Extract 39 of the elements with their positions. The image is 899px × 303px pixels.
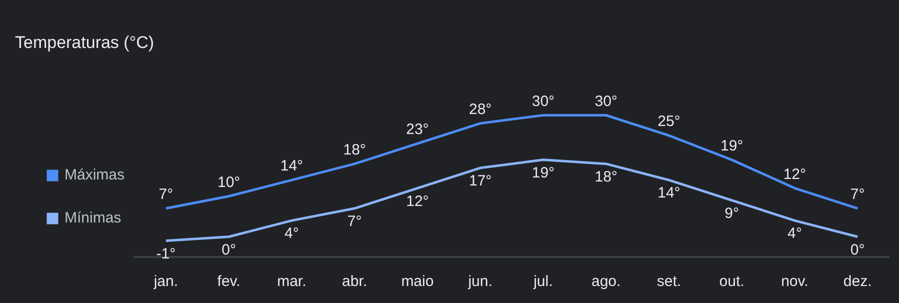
x-tick-label: dez. — [843, 273, 872, 290]
data-label: 7° — [850, 186, 865, 204]
x-tick-label: jul. — [532, 273, 553, 290]
data-label: 23° — [406, 121, 429, 138]
data-label: 12° — [406, 192, 429, 210]
x-tick-label: jan. — [152, 273, 178, 290]
data-label: 17° — [468, 172, 492, 190]
data-label: 0° — [850, 241, 865, 258]
data-label: 9° — [724, 204, 739, 222]
data-label: 30° — [594, 92, 618, 110]
data-label: -1° — [156, 245, 176, 262]
data-label: 30° — [532, 92, 555, 110]
data-label: 7° — [158, 186, 174, 204]
data-label: 18° — [343, 141, 366, 158]
x-tick-label: fev. — [217, 273, 240, 290]
data-label: 14° — [280, 158, 304, 175]
data-label: 19° — [532, 164, 555, 182]
data-label: 4° — [788, 225, 802, 242]
x-tick-label: set. — [656, 273, 682, 290]
x-tick-label: mar. — [277, 273, 306, 290]
chart-title: Temperaturas (°C) — [15, 33, 154, 53]
legend-label: Máximas — [64, 166, 125, 184]
x-tick-label: ago. — [591, 273, 621, 290]
x-tick-label: jun. — [467, 273, 492, 290]
x-tick-label: abr. — [342, 273, 368, 290]
x-tick-label: maio — [401, 273, 434, 290]
data-label: 14° — [658, 184, 680, 202]
data-label: 18° — [594, 168, 618, 186]
data-label: 12° — [783, 166, 806, 183]
x-tick-label: nov. — [781, 273, 808, 290]
data-label: 0° — [222, 241, 236, 258]
data-label: 19° — [720, 137, 744, 154]
data-label: 28° — [468, 100, 492, 118]
data-label: 10° — [217, 174, 240, 191]
data-label: 7° — [347, 213, 362, 230]
data-label: 25° — [658, 113, 680, 130]
data-label: 4° — [284, 225, 299, 242]
legend-label: Mínimas — [64, 210, 122, 227]
x-tick-label: out. — [719, 273, 744, 290]
